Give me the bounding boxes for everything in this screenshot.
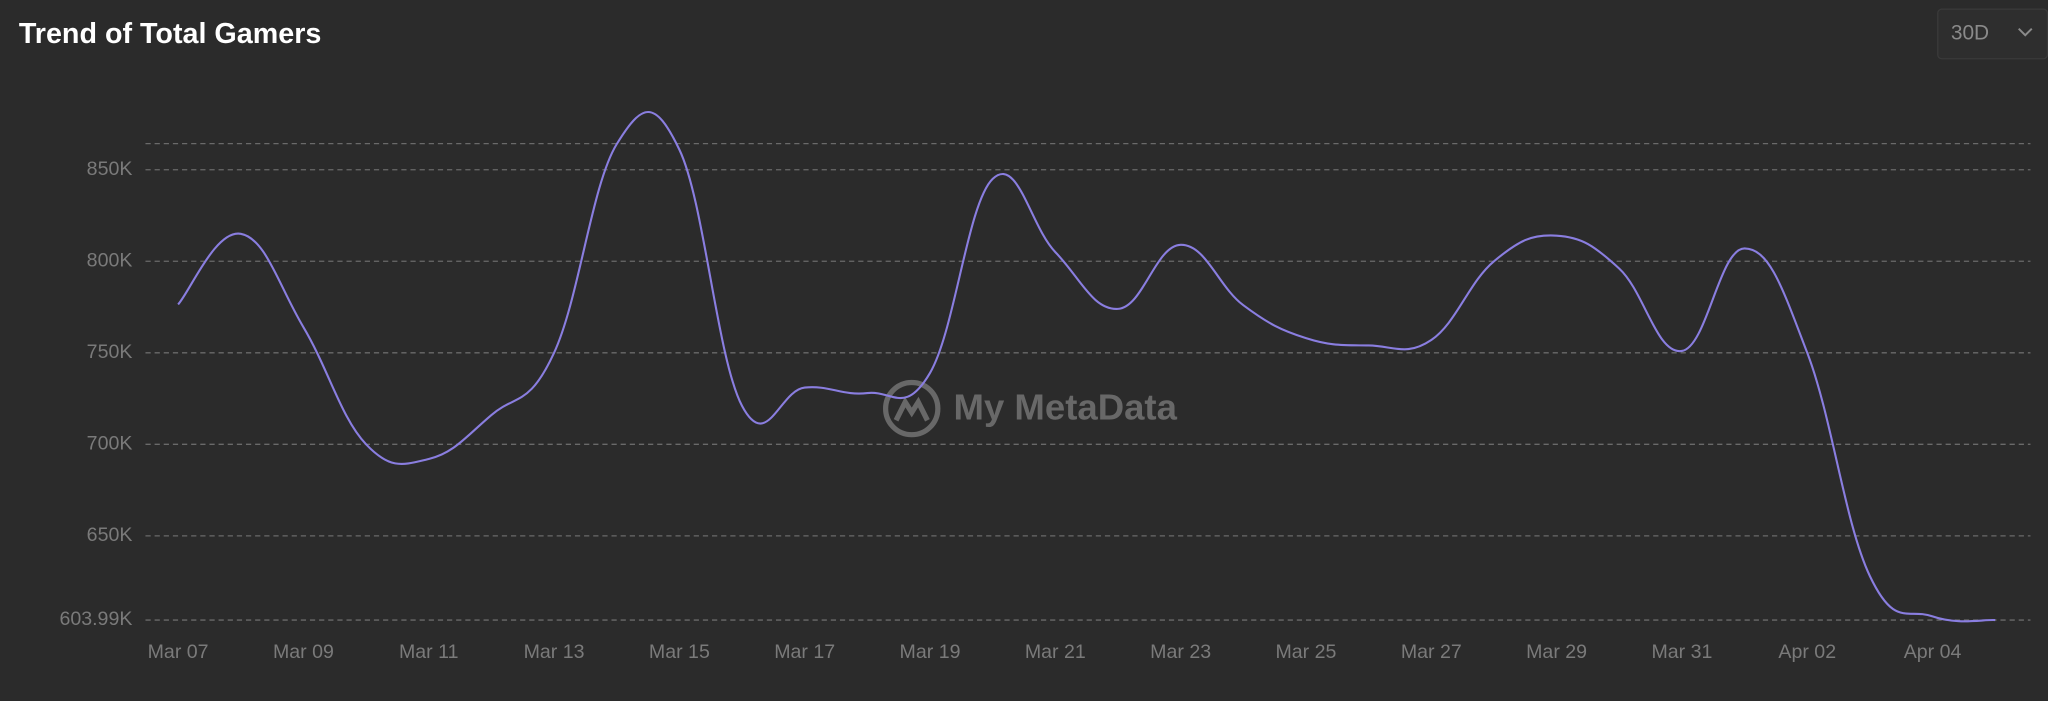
x-tick-label: Mar 23 <box>1150 641 1211 663</box>
y-tick-label: 603.99K <box>59 608 132 630</box>
x-tick-label: Mar 17 <box>774 641 835 663</box>
x-tick-label: Apr 04 <box>1904 641 1962 663</box>
chart-title: Trend of Total Gamers <box>19 18 322 50</box>
x-tick-label: Mar 09 <box>273 641 334 663</box>
range-dropdown[interactable]: 30D <box>1937 8 2048 60</box>
dropdown-box[interactable] <box>1937 8 2048 60</box>
y-tick-label: 650K <box>87 524 133 546</box>
x-tick-label: Mar 15 <box>649 641 710 663</box>
x-tick-label: Mar 29 <box>1526 641 1587 663</box>
watermark: My MetaData <box>883 379 1178 438</box>
y-tick-label: 750K <box>87 341 133 363</box>
y-tick-label: 850K <box>87 158 133 180</box>
x-tick-label: Mar 25 <box>1275 641 1336 663</box>
x-tick-label: Mar 13 <box>524 641 585 663</box>
x-tick-label: Mar 19 <box>900 641 961 663</box>
y-tick-label: 800K <box>87 249 133 271</box>
x-tick-label: Mar 21 <box>1025 641 1086 663</box>
watermark-logo <box>883 379 941 438</box>
x-tick-label: Mar 11 <box>399 641 458 663</box>
x-tick-label: Mar 31 <box>1651 641 1712 663</box>
dropdown-value[interactable]: 30D <box>1951 21 1989 44</box>
watermark-logo-mark <box>893 396 930 422</box>
x-tick-label: Mar 27 <box>1401 641 1462 663</box>
x-tick-label: Apr 02 <box>1778 641 1836 663</box>
series-line <box>177 111 1996 623</box>
dropdown-caret[interactable] <box>2018 28 2033 37</box>
y-tick-label: 700K <box>87 432 133 454</box>
watermark-text: My MetaData <box>954 387 1178 428</box>
x-tick-label: Mar 07 <box>148 641 209 663</box>
